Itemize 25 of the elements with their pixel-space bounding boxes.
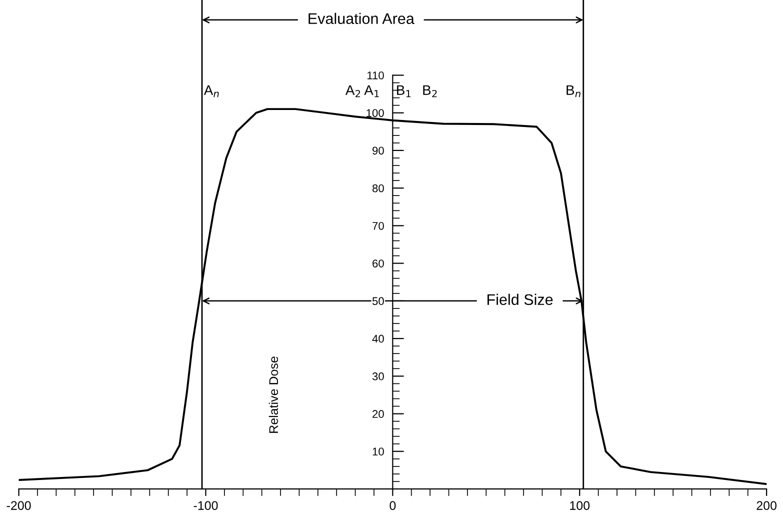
annotation: Evaluation Area xyxy=(308,12,414,24)
annotation: B$_{n}$ xyxy=(566,85,580,98)
annotation: B$_{2}$ xyxy=(423,85,437,98)
annotation: A$_{n}$ xyxy=(204,85,219,98)
y-axis-title: Relative Dose xyxy=(268,356,278,433)
y-tick-label: 110 xyxy=(367,71,384,80)
x-tick-label: 100 xyxy=(570,501,590,510)
x-tick-label: 200 xyxy=(756,501,776,510)
y-tick-label: 90 xyxy=(372,146,384,155)
y-tick-label: 100 xyxy=(366,109,384,117)
y-tick-label: 50 xyxy=(372,297,384,306)
y-tick-label: 70 xyxy=(372,222,384,230)
y-tick-label: 20 xyxy=(372,410,384,418)
annotation: B$_{1}$ xyxy=(397,85,411,98)
y-tick-label: 40 xyxy=(372,334,384,343)
x-tick-label: 0 xyxy=(390,501,396,510)
y-tick-label: 60 xyxy=(372,260,384,268)
x-tick-label: -100 xyxy=(194,501,218,510)
annotation: A$_{1}$ xyxy=(364,85,379,98)
y-tick-label: 30 xyxy=(372,372,384,380)
y-tick-label: 80 xyxy=(372,184,384,192)
annotation: Field Size xyxy=(488,294,553,306)
annotation: A$_{2}$ xyxy=(345,85,360,98)
x-tick-label: -200 xyxy=(6,501,31,510)
y-tick-label: 10 xyxy=(372,448,384,456)
